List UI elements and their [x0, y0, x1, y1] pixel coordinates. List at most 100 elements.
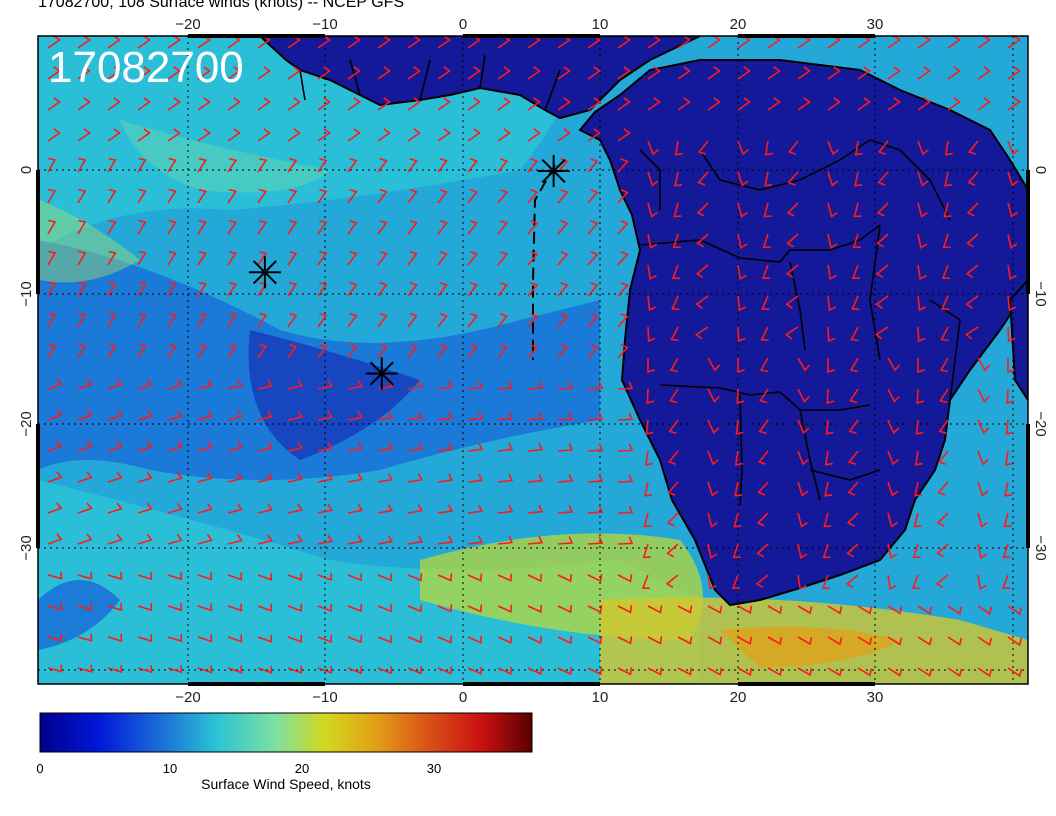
wind-barb: [917, 636, 933, 646]
wind-barb: [947, 36, 961, 49]
wind-barb: [936, 543, 949, 558]
wind-barb: [787, 171, 799, 186]
wind-barb: [317, 157, 328, 173]
wind-barb: [587, 381, 604, 390]
wind-barb: [137, 219, 147, 235]
wind-barb: [617, 158, 629, 173]
wind-barb: [407, 635, 423, 644]
colorbar-tick: 20: [295, 761, 309, 776]
wind-barb: [977, 636, 993, 647]
wind-barb: [317, 379, 333, 390]
wind-barb: [797, 97, 811, 111]
wind-barb: [917, 171, 929, 187]
wind-barb: [674, 171, 683, 187]
wind-barb: [257, 534, 273, 545]
wind-barb: [77, 409, 93, 421]
wind-barb: [377, 66, 391, 80]
wind-barb: [227, 312, 238, 328]
wind-barb: [197, 281, 207, 297]
wind-barb: [787, 140, 799, 156]
wind-barb: [317, 534, 333, 545]
wind-barb: [587, 220, 599, 235]
wind-barb: [197, 66, 211, 80]
wind-barb: [1004, 450, 1013, 466]
wind-barb: [762, 233, 771, 249]
wind-barb: [407, 411, 424, 421]
wind-barb: [557, 381, 574, 390]
wind-barb: [107, 633, 123, 643]
wind-barb: [737, 295, 747, 312]
wind-barb: [107, 471, 123, 483]
wind-barb: [737, 140, 749, 156]
wind-barb: [467, 573, 483, 582]
wind-barb: [197, 534, 213, 545]
wind-barb: [257, 188, 268, 204]
wind-barb: [673, 202, 682, 218]
wind-barb: [647, 171, 659, 187]
storm-marker: [248, 256, 281, 289]
wind-barb: [825, 419, 834, 435]
wind-barb: [227, 128, 241, 142]
wind-barb: [826, 388, 835, 405]
wind-barb: [47, 471, 63, 483]
wind-barb: [527, 473, 544, 483]
wind-barb: [785, 264, 799, 279]
wind-barb: [827, 636, 843, 646]
wind-barb: [617, 605, 633, 614]
wind-barb: [257, 97, 271, 111]
wind-barb: [317, 36, 331, 49]
wind-barb: [377, 36, 391, 49]
wind-barb: [107, 97, 121, 111]
wind-barb: [317, 503, 333, 514]
wind-barb: [407, 535, 424, 545]
wind-barb: [197, 410, 213, 421]
wind-barb: [737, 326, 746, 343]
wind-barb: [669, 388, 679, 404]
wind-barb: [557, 474, 574, 483]
wind-barb: [827, 140, 839, 156]
wind-barb: [47, 66, 61, 80]
wind-barb: [1002, 543, 1011, 559]
lon-tick-top: −10: [312, 16, 337, 33]
wind-barb: [257, 379, 273, 390]
wind-barb: [47, 281, 57, 297]
wind-barb: [347, 188, 358, 204]
wind-barb: [647, 202, 658, 218]
wind-barb: [137, 603, 153, 612]
wind-barb: [977, 605, 993, 616]
wind-barb: [377, 604, 393, 613]
wind-barb: [797, 667, 813, 677]
wind-barb: [377, 635, 393, 644]
wind-barb: [857, 667, 873, 677]
wind-barb: [467, 535, 484, 545]
wind-barb: [707, 97, 721, 111]
wind-barb: [587, 282, 599, 297]
lon-tick-bottom: 0: [459, 689, 467, 706]
wind-barb: [137, 312, 147, 328]
wind-barb: [797, 605, 813, 615]
wind-barb: [467, 635, 483, 644]
wind-barb: [707, 357, 721, 372]
wind-barb: [527, 157, 539, 173]
wind-barb: [914, 450, 923, 466]
wind-barb: [107, 312, 117, 328]
wind-barb: [197, 188, 207, 204]
wind-barb: [137, 66, 151, 80]
wind-barb: [1001, 574, 1011, 590]
wind-barb: [527, 380, 544, 390]
wind-barb: [167, 409, 183, 421]
wind-barb: [497, 504, 514, 514]
wind-barb: [557, 313, 569, 328]
wind-barb: [47, 664, 63, 673]
wind-barb: [641, 574, 651, 590]
wind-barb: [137, 250, 147, 266]
wind-barb: [227, 97, 241, 111]
wind-barb: [287, 441, 303, 452]
wind-barb: [760, 326, 769, 342]
wind-barb: [707, 388, 720, 403]
wind-barb: [407, 573, 423, 582]
wind-barb: [497, 442, 514, 452]
wind-barb: [887, 667, 903, 677]
wind-barb: [467, 157, 479, 173]
wind-barb: [317, 410, 333, 421]
